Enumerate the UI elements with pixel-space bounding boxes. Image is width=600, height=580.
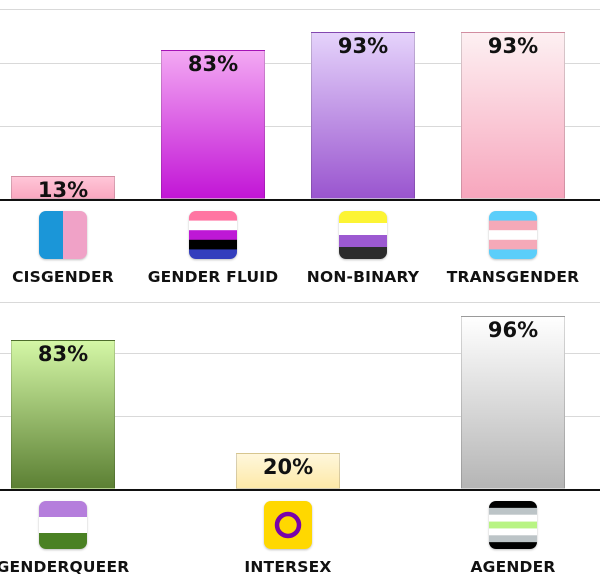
- value-label-gender-fluid: 83%: [187, 52, 239, 76]
- bar-non-binary: [311, 32, 415, 199]
- flag-stripe: [489, 501, 537, 509]
- bar-cisgender: [11, 176, 115, 199]
- flag-stripe: [189, 249, 237, 259]
- flag-stripe: [189, 220, 237, 231]
- flag-stripe: [489, 507, 537, 516]
- flag-stripe: [189, 211, 237, 222]
- gridline: [0, 9, 600, 10]
- category-label-genderqueer: GENDERQUEER: [0, 558, 130, 576]
- chart-top: 13% 83% 93% 93% CISGENDER GENDER FLUID N…: [0, 9, 600, 286]
- flag-stripe: [489, 239, 537, 250]
- agender-flag-icon: [489, 501, 537, 549]
- cisgender-flag-icon: [39, 211, 87, 259]
- flag-stripe: [339, 223, 387, 236]
- flag-stripe: [39, 501, 87, 518]
- transgender-flag-icon: [489, 211, 537, 259]
- flag-stripe: [189, 239, 237, 250]
- flag-stripe: [489, 542, 537, 549]
- value-label-genderqueer: 83%: [37, 342, 89, 366]
- value-label-intersex: 20%: [262, 455, 314, 479]
- flag-stripe: [489, 249, 537, 259]
- category-label-transgender: TRANSGENDER: [446, 268, 580, 286]
- intersex-flag-icon: [264, 501, 312, 549]
- gender-fluid-flag-icon: [189, 211, 237, 259]
- value-label-transgender: 93%: [487, 34, 539, 58]
- flag-stripe: [339, 247, 387, 259]
- category-label-intersex: INTERSEX: [244, 558, 332, 576]
- flag-stripe: [189, 230, 237, 241]
- flag-stripe: [489, 535, 537, 543]
- bar-intersex: [236, 453, 340, 489]
- value-label-agender: 96%: [487, 318, 539, 342]
- flag-stripe: [39, 533, 87, 549]
- bar-transgender: [461, 32, 565, 199]
- bar-agender: [461, 316, 565, 489]
- gridline: [0, 416, 600, 417]
- flag-stripe: [489, 230, 537, 241]
- chart-bottom: 83% 20% 96% GENDERQUEER INTERSEX AGENDER: [0, 290, 600, 580]
- flag-stripe: [489, 514, 537, 523]
- gridline: [0, 353, 600, 354]
- bar-gender-fluid: [161, 50, 265, 199]
- flag-stripe: [39, 517, 87, 534]
- gridline: [0, 302, 600, 303]
- flag-stripe: [489, 521, 537, 529]
- category-label-agender: AGENDER: [470, 558, 556, 576]
- flag-stripe: [489, 528, 537, 536]
- gridline: [0, 63, 600, 64]
- value-label-non-binary: 93%: [337, 34, 389, 58]
- category-label-gender-fluid: GENDER FLUID: [147, 268, 279, 286]
- category-label-non-binary: NON-BINARY: [306, 268, 420, 286]
- category-label-cisgender: CISGENDER: [12, 268, 114, 286]
- value-label-cisgender: 13%: [37, 178, 89, 202]
- flag-stripe: [339, 211, 387, 224]
- flag-stripe: [489, 211, 537, 222]
- bar-genderqueer: [11, 340, 115, 489]
- genderqueer-flag-icon: [39, 501, 87, 549]
- x-axis: [0, 199, 600, 201]
- flag-stripe: [489, 220, 537, 231]
- non-binary-flag-icon: [339, 211, 387, 259]
- gridline: [0, 126, 600, 127]
- x-axis: [0, 489, 600, 491]
- flag-stripe: [339, 235, 387, 248]
